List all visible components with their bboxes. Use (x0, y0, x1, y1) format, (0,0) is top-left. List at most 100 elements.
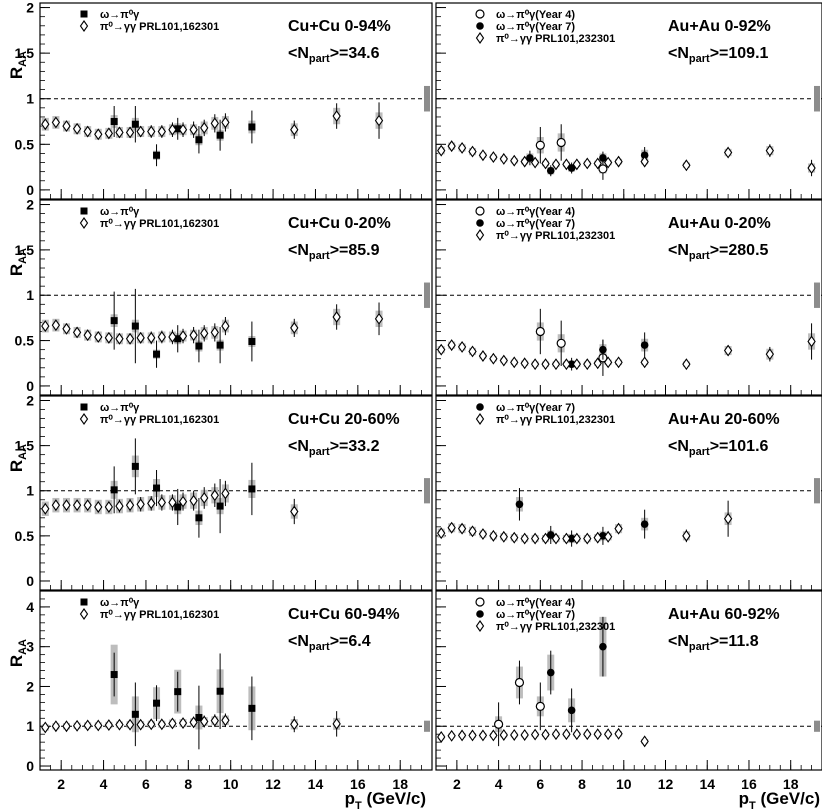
collision-system-label: Au+Au 60-92% (668, 606, 780, 623)
data-point-open-diamond (640, 356, 649, 369)
data-point-open-diamond (478, 149, 488, 162)
x-tick-label: 16 (741, 776, 757, 792)
data-point-open-diamond (200, 327, 209, 340)
x-tick-label: 10 (616, 776, 632, 792)
npart-label: <Npart>=6.4 (288, 633, 371, 653)
legend-marker (476, 610, 484, 618)
y-axis-label: RAA (7, 639, 29, 667)
data-point-filled-square (216, 502, 224, 510)
data-point-open-diamond (572, 532, 582, 545)
data-point-open-diamond (210, 714, 219, 727)
x-tick-label: 4 (495, 776, 503, 792)
data-point-open-diamond (136, 331, 145, 344)
data-point-filled-square (110, 671, 118, 679)
data-point-open-diamond (290, 123, 299, 136)
data-point-open-diamond (530, 728, 540, 741)
data-point-open-diamond (157, 125, 167, 138)
data-point-filled-circle (546, 531, 555, 539)
data-point-open-diamond (221, 487, 230, 500)
data-point-open-diamond (682, 529, 691, 542)
data-point-open-diamond (115, 126, 124, 139)
data-point-open-diamond (168, 123, 177, 136)
data-point-open-diamond (189, 329, 198, 342)
data-point-open-diamond (447, 339, 456, 352)
data-point-open-diamond (489, 151, 498, 164)
data-point-open-diamond (83, 125, 92, 138)
data-point-open-diamond (551, 728, 561, 741)
data-point-open-diamond (640, 735, 649, 748)
data-point-open-diamond (189, 123, 198, 136)
data-point-open-diamond (41, 118, 50, 131)
data-point-open-diamond (614, 522, 623, 535)
legend-label: π⁰→γγ PRL101,162301 (100, 609, 219, 621)
data-point-open-diamond (603, 356, 613, 369)
y-tick-label: 1.5 (15, 242, 35, 258)
data-point-open-diamond (51, 319, 61, 332)
data-point-open-diamond (125, 718, 135, 731)
data-point-open-diamond (168, 496, 177, 509)
y-tick-label: 0 (26, 182, 34, 198)
data-point-open-diamond (72, 326, 82, 339)
data-point-open-diamond (147, 331, 156, 344)
data-point-open-diamond (200, 121, 209, 134)
data-point-open-diamond (489, 729, 498, 742)
data-point-filled-circle (599, 154, 607, 162)
data-point-open-diamond (147, 718, 156, 731)
data-point-filled-square (131, 322, 139, 330)
legend-label: ω→π⁰γ (100, 597, 140, 609)
data-point-open-diamond (83, 499, 92, 512)
data-point-open-diamond (489, 529, 498, 542)
data-point-open-diamond (478, 729, 488, 742)
panel-au-au-0-20: ω→π⁰γ(Year 4)ω→π⁰γ(Year 7)π⁰→γγ PRL101,2… (435, 199, 822, 396)
data-point-open-diamond (157, 718, 167, 731)
legend-marker (475, 620, 485, 632)
y-tick-label: 1.5 (15, 438, 35, 454)
normalization-box (814, 85, 820, 112)
data-point-open-diamond (437, 731, 446, 743)
legend-label: π⁰→γγ PRL101,232301 (496, 230, 615, 242)
data-point-open-diamond (520, 532, 529, 545)
data-point-open-diamond (374, 114, 384, 127)
data-point-open-diamond (530, 156, 540, 169)
legend-marker (79, 413, 89, 425)
data-point-open-diamond (468, 729, 477, 742)
y-axis-label: RAA (7, 51, 29, 79)
data-point-filled-square (174, 335, 182, 343)
data-point-open-diamond (530, 358, 540, 371)
x-tick-label: 4 (100, 776, 108, 792)
data-point-open-diamond (541, 358, 550, 371)
legend-marker (79, 20, 89, 32)
data-point-open-diamond (499, 530, 508, 543)
data-point-open-diamond (178, 330, 188, 343)
legend-label: π⁰→γγ PRL101,232301 (496, 33, 615, 45)
data-point-open-diamond (723, 344, 733, 357)
x-tick-label: 10 (223, 776, 239, 792)
data-point-open-circle (514, 677, 525, 688)
data-point-open-diamond (157, 330, 167, 343)
x-tick-label: 8 (184, 776, 192, 792)
data-point-open-diamond (178, 717, 188, 730)
normalization-box (424, 720, 430, 732)
data-point-filled-square (131, 462, 139, 470)
data-point-open-diamond (189, 716, 198, 729)
legend-marker (475, 206, 485, 216)
data-point-open-diamond (603, 156, 613, 169)
y-tick-label: 2 (26, 393, 34, 409)
data-point-open-diamond (125, 499, 135, 512)
legend-marker (475, 413, 485, 425)
data-point-filled-square (153, 484, 161, 492)
data-point-open-diamond (468, 145, 477, 158)
data-point-open-diamond (104, 719, 114, 732)
data-point-filled-circle (599, 642, 607, 651)
collision-system-label: Au+Au 0-20% (668, 215, 771, 232)
data-point-open-diamond (468, 345, 477, 358)
x-axis-label-right: pT (GeV/c) (739, 789, 820, 810)
collision-system-label: Cu+Cu 20-60% (288, 411, 400, 428)
data-point-filled-square (248, 337, 256, 345)
data-point-open-diamond (457, 340, 467, 353)
legend-label: ω→π⁰γ(Year 7) (496, 402, 575, 414)
collision-system-label: Au+Au 0-92% (668, 18, 771, 35)
legend-label: π⁰→γγ PRL101,232301 (496, 621, 615, 633)
